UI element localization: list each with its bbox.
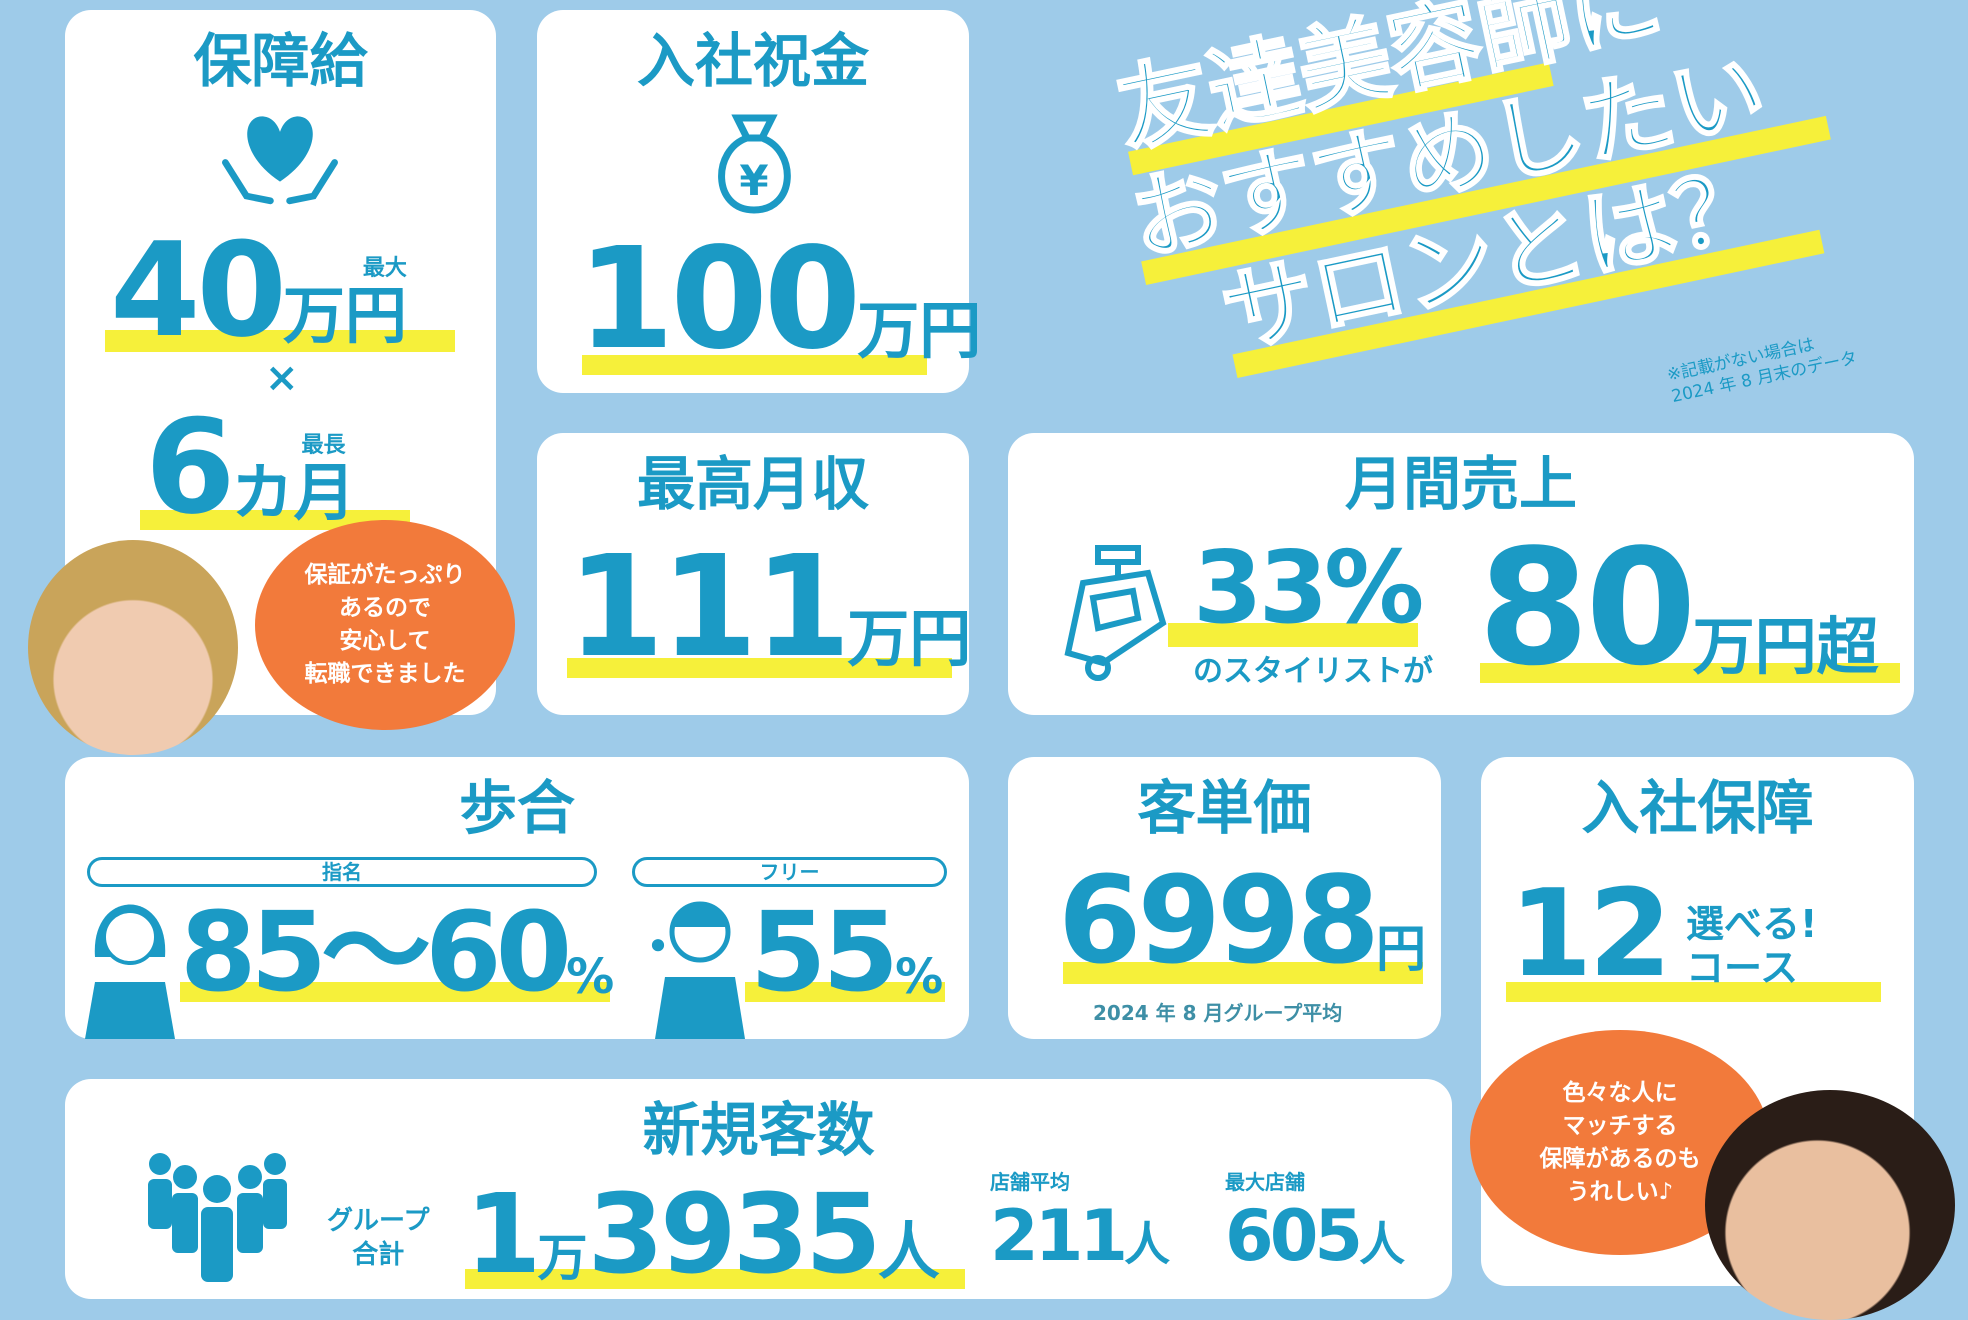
svg-text:¥: ¥	[739, 156, 768, 205]
group-total-label: グループ 合計	[327, 1206, 430, 1270]
separator-dot: ・	[633, 918, 683, 976]
nominated-value: 85〜60	[180, 888, 572, 1016]
guarantee-title: 保障給	[193, 27, 368, 95]
nominated-label-pill: 指名	[87, 857, 597, 887]
max-income-unit: 万円	[847, 602, 972, 675]
sales-amount: 80	[1478, 514, 1697, 701]
months-unit: カ月	[231, 456, 356, 529]
man-icon	[655, 901, 745, 1039]
guarantee-unit: 万円	[282, 279, 407, 352]
max-income-amount: 111	[567, 526, 851, 689]
cash-register-icon	[1064, 545, 1167, 681]
max-income-card: 最高月収 111 万円	[537, 433, 972, 715]
stylist-percent: 33%	[1193, 529, 1424, 646]
max-store: 605 人	[1225, 1195, 1406, 1277]
avg-spend-card: 客単価 6998 円 2024 年 8 月グループ平均	[1008, 757, 1441, 1039]
max-store-label: 最大店舗	[1225, 1170, 1305, 1194]
free-value: 55	[750, 888, 899, 1016]
avg-spend-unit: 円	[1375, 920, 1426, 978]
new-customers-card: 新規客数 グループ 合計 1 万 3935 人 店舗平均 211 人 最大店舗 605 人	[65, 1079, 1452, 1299]
new-customers-title: 新規客数	[642, 1096, 875, 1164]
guarantee-card: 保障給 40 最大 万円 × 6 最長 カ月	[65, 10, 496, 715]
max-label: 最大	[362, 255, 407, 281]
guarantee-months: 6	[145, 391, 235, 543]
woman-icon	[85, 904, 175, 1039]
sales-unit: 万円超	[1692, 610, 1879, 683]
store-avg-label: 店舗平均	[990, 1170, 1070, 1194]
signing-bonus-unit: 万円	[857, 294, 982, 367]
longest-label: 最長	[301, 432, 346, 458]
monthly-sales-card: 月間売上 33% のスタイリストが 80 万円超	[1008, 433, 1914, 715]
data-note: ※記載がない場合は 2024 年 8 月末のデータ	[1665, 334, 1860, 408]
avg-spend-caption: 2024 年 8 月グループ平均	[1093, 1001, 1343, 1025]
group-total: 1 万 3935 人	[465, 1170, 940, 1298]
entry-guarantee-title: 入社保障	[1581, 774, 1814, 842]
testimonial-bubble-left: 保証がたっぷり あるので 安心して 転職できました	[255, 520, 515, 730]
signing-bonus-title: 入社祝金	[636, 27, 869, 95]
signing-bonus-amount: 100	[577, 218, 861, 381]
money-bag-yen-icon: ¥	[718, 114, 791, 214]
course-count: 12	[1509, 865, 1672, 1004]
store-avg: 211 人	[990, 1195, 1171, 1277]
man-avatar-right	[1705, 1090, 1955, 1320]
course-label: 選べる! コース	[1686, 902, 1818, 990]
commission-title: 歩合	[458, 774, 575, 842]
people-group-icon	[148, 1153, 287, 1282]
guarantee-months-row: 6 最長 カ月	[145, 402, 355, 532]
guarantee-amount-row: 40 最大 万円	[110, 225, 407, 355]
commission-card: 歩合 指名 フリー 85〜60% ・ 55%	[65, 757, 969, 1039]
free-unit: %	[895, 949, 944, 1005]
max-income-title: 最高月収	[636, 450, 869, 518]
monthly-sales-title: 月間売上	[1344, 450, 1577, 518]
signing-bonus-card: 入社祝金 ¥ 100 万円	[537, 10, 981, 393]
man-avatar-left	[28, 540, 238, 755]
heart-hands-icon	[222, 116, 338, 205]
guarantee-amount: 40	[110, 214, 287, 366]
avg-spend-title: 客単価	[1137, 774, 1312, 842]
stylist-percent-caption: のスタイリストが	[1193, 654, 1433, 689]
avg-spend-amount: 6998	[1058, 852, 1380, 991]
nominated-unit: %	[566, 949, 615, 1005]
free-label-pill: フリー	[632, 857, 947, 887]
times-sign: ×	[265, 355, 299, 401]
